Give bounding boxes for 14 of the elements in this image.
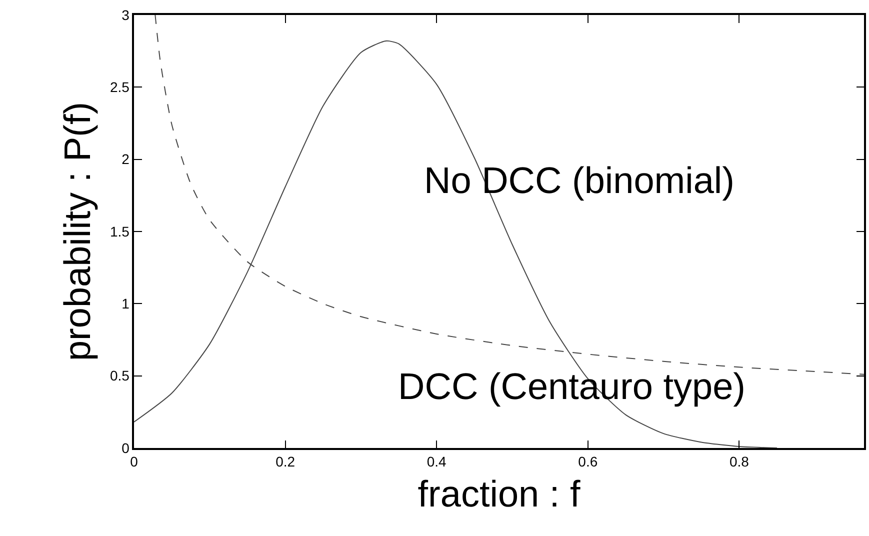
x-tick-label: 0.6 — [578, 454, 598, 470]
y-tick-label: 3 — [122, 6, 130, 23]
y-axis-title: probability : P(f) — [57, 102, 98, 362]
y-tick-label: 1.5 — [110, 223, 130, 240]
y-tick-label: 2 — [122, 151, 130, 168]
x-tick-label: 0.8 — [729, 454, 750, 470]
x-tick-label: 0.4 — [426, 454, 447, 470]
y-tick-label: 1 — [122, 296, 130, 312]
y-tick-label: 0.5 — [110, 368, 130, 384]
x-tick-label: 0.2 — [276, 454, 296, 470]
y-tick-label: 2.5 — [110, 79, 130, 96]
series-label: No DCC (binomial) — [424, 160, 734, 201]
x-axis-title: fraction : f — [418, 473, 581, 514]
y-tick-label: 0 — [122, 440, 130, 456]
